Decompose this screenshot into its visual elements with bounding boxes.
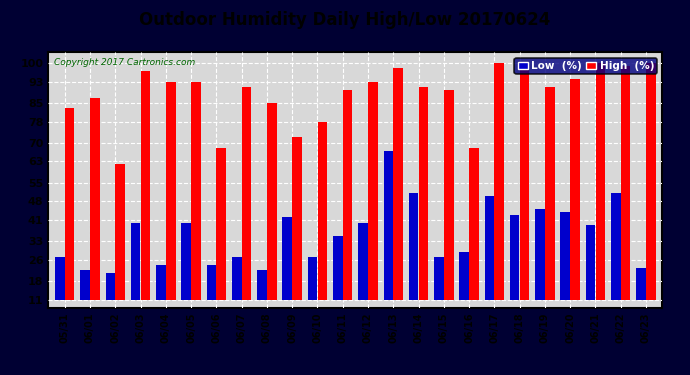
Bar — [358, 222, 368, 300]
Bar — [241, 87, 251, 300]
Bar — [484, 196, 494, 300]
Bar — [520, 63, 529, 300]
Bar — [232, 257, 241, 300]
Bar — [408, 193, 418, 300]
Bar — [444, 90, 453, 300]
Bar — [156, 265, 166, 300]
Bar — [535, 209, 545, 300]
Bar — [317, 122, 327, 300]
Bar — [393, 68, 403, 300]
Bar — [166, 82, 175, 300]
Bar — [106, 273, 115, 300]
Bar — [181, 222, 191, 300]
Bar — [55, 257, 65, 300]
Bar — [217, 148, 226, 300]
Bar — [646, 63, 656, 300]
Text: Copyright 2017 Cartronics.com: Copyright 2017 Cartronics.com — [55, 58, 196, 67]
Bar — [257, 270, 267, 300]
Bar — [343, 90, 353, 300]
Bar — [611, 193, 620, 300]
Bar — [510, 214, 520, 300]
Bar — [90, 98, 100, 300]
Bar — [469, 148, 479, 300]
Bar — [434, 257, 444, 300]
Bar — [131, 222, 141, 300]
Bar — [191, 82, 201, 300]
Bar — [560, 212, 570, 300]
Bar — [267, 103, 277, 300]
Bar — [141, 71, 150, 300]
Bar — [545, 87, 555, 300]
Bar — [419, 87, 428, 300]
Bar — [571, 79, 580, 300]
Bar — [293, 138, 302, 300]
Bar — [65, 108, 75, 300]
Bar — [384, 151, 393, 300]
Bar — [115, 164, 125, 300]
Bar — [621, 66, 631, 300]
Bar — [206, 265, 216, 300]
Bar — [460, 252, 469, 300]
Bar — [636, 268, 646, 300]
Bar — [586, 225, 595, 300]
Bar — [595, 63, 605, 300]
Text: Outdoor Humidity Daily High/Low 20170624: Outdoor Humidity Daily High/Low 20170624 — [139, 11, 551, 29]
Bar — [495, 63, 504, 300]
Legend: Low  (%), High  (%): Low (%), High (%) — [515, 58, 657, 74]
Bar — [368, 82, 377, 300]
Bar — [282, 217, 292, 300]
Bar — [333, 236, 343, 300]
Bar — [308, 257, 317, 300]
Bar — [80, 270, 90, 300]
